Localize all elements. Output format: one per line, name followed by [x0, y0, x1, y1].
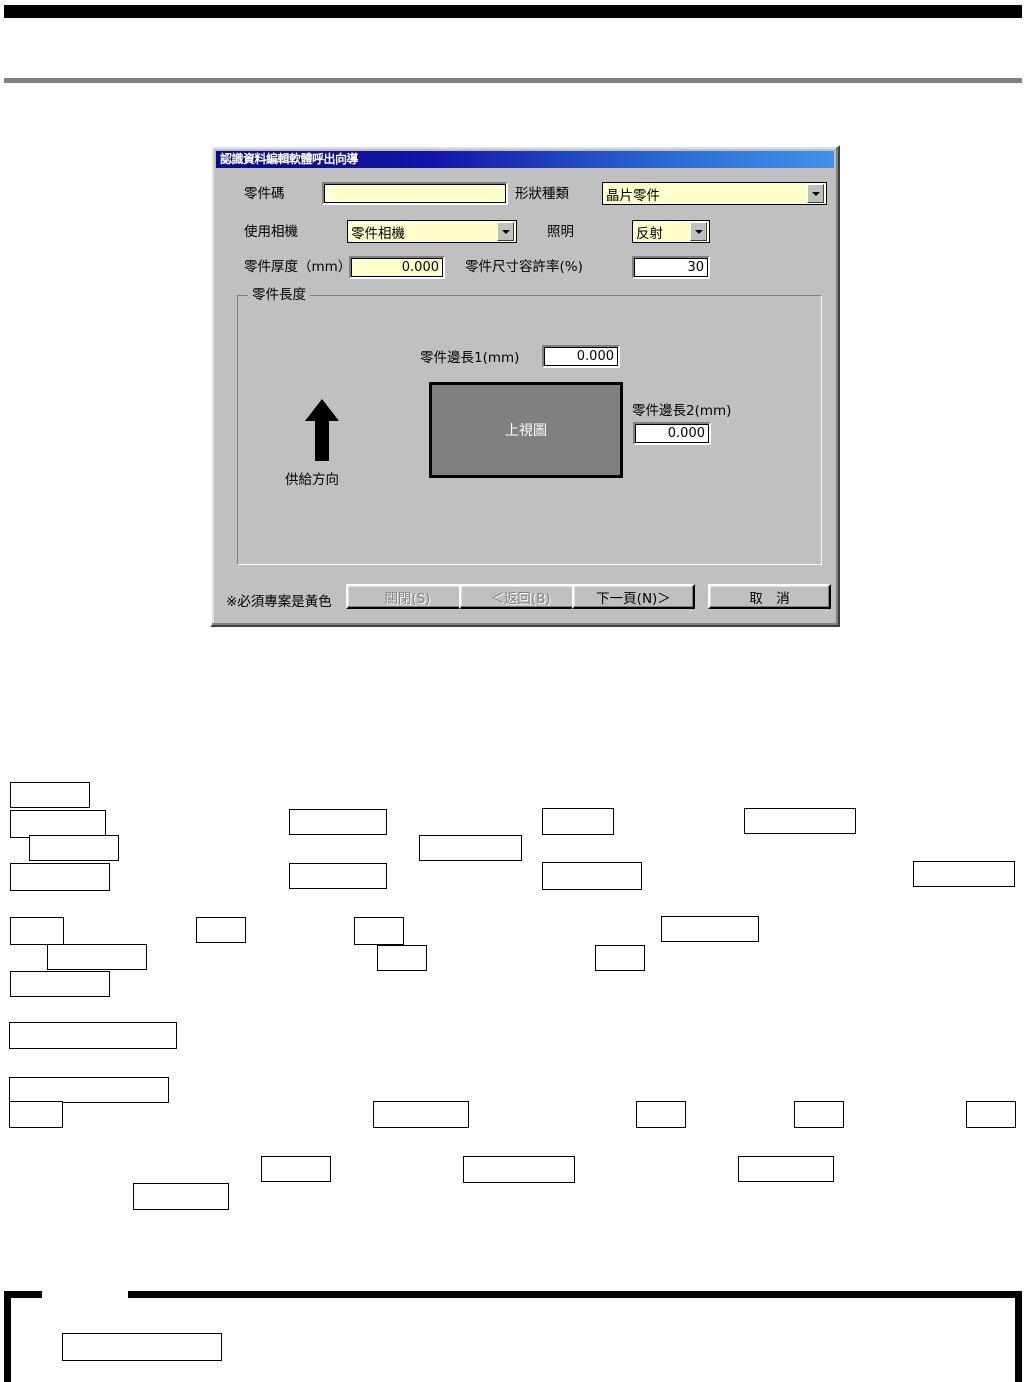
placeholder-box	[463, 1156, 575, 1183]
placeholder-box	[29, 835, 119, 861]
placeholder-box	[10, 917, 64, 945]
placeholder-box	[661, 916, 759, 942]
illumination-value: 反射	[636, 225, 663, 242]
footer-rule-left-segment	[4, 1291, 42, 1298]
placeholder-box	[289, 863, 387, 889]
cancel-button[interactable]: 取 消	[708, 584, 831, 609]
placeholder-box	[289, 809, 387, 835]
side2-value: 0.000	[667, 426, 705, 441]
feed-direction-label: 供給方向	[285, 472, 339, 488]
header-divider-rule	[4, 78, 1022, 83]
side1-label: 零件邊長1(mm)	[420, 350, 520, 366]
placeholder-box	[966, 1101, 1016, 1128]
illumination-combobox[interactable]: 反射	[632, 220, 710, 243]
tolerance-label: 零件尺寸容許率(%)	[465, 259, 583, 275]
placeholder-box	[377, 945, 427, 971]
camera-value: 零件相機	[351, 225, 405, 242]
tolerance-value: 30	[687, 260, 704, 275]
shape-type-combobox[interactable]: 晶片零件	[602, 182, 827, 205]
top-black-bar	[4, 5, 1022, 18]
chevron-down-icon[interactable]	[690, 222, 707, 241]
top-view-caption: 上視圖	[505, 423, 547, 439]
thickness-label: 零件厚度（mm）	[244, 259, 352, 275]
part-code-label: 零件碼	[244, 186, 285, 202]
top-view-preview: 上視圖	[429, 382, 623, 478]
tolerance-input[interactable]: 30	[632, 256, 710, 279]
chevron-down-icon[interactable]	[497, 222, 514, 241]
placeholder-box	[133, 1183, 229, 1210]
dialog-title: 認識資料編輯軟體呼出向導	[220, 152, 359, 166]
side1-value: 0.000	[576, 349, 614, 364]
placeholder-box	[10, 782, 90, 808]
placeholder-box	[744, 808, 856, 834]
camera-combobox[interactable]: 零件相機	[347, 220, 517, 243]
footer-placeholder-box	[62, 1333, 222, 1361]
part-length-groupbox	[237, 295, 822, 565]
footer-frame	[4, 1291, 1022, 1382]
placeholder-box	[595, 945, 645, 971]
placeholder-box	[196, 917, 246, 943]
thickness-input[interactable]: 0.000	[349, 256, 445, 279]
shape-type-value: 晶片零件	[606, 187, 660, 204]
part-data-wizard-dialog: 認識資料編輯軟體呼出向導 零件碼 形狀種類 晶片零件 使用相機 零件相機 照明 …	[210, 145, 840, 627]
placeholder-box	[9, 1022, 177, 1049]
placeholder-box	[738, 1156, 834, 1182]
close-button[interactable]: 關閉(S)	[346, 584, 469, 609]
placeholder-box	[373, 1101, 469, 1128]
placeholder-box	[542, 808, 614, 835]
placeholder-box	[9, 1101, 63, 1128]
placeholder-box	[47, 944, 147, 970]
back-button[interactable]: ＜返回(B)	[459, 584, 582, 609]
footer-rule-right-segment	[128, 1291, 1022, 1298]
chevron-down-icon[interactable]	[807, 184, 824, 203]
placeholder-box	[10, 863, 110, 891]
next-button[interactable]: 下一頁(N)＞	[572, 584, 695, 609]
illumination-label: 照明	[547, 224, 574, 240]
dialog-titlebar[interactable]: 認識資料編輯軟體呼出向導	[216, 151, 834, 168]
part-length-groupbox-title: 零件長度	[248, 288, 310, 302]
side1-input[interactable]: 0.000	[542, 345, 620, 368]
shape-type-label: 形狀種類	[515, 186, 569, 202]
placeholder-box	[913, 861, 1015, 887]
placeholder-box	[10, 971, 110, 997]
placeholder-box	[9, 1077, 169, 1103]
thickness-value: 0.000	[401, 260, 439, 275]
placeholder-box	[261, 1156, 331, 1182]
placeholder-box	[10, 810, 106, 838]
placeholder-box	[419, 835, 522, 861]
placeholder-box	[354, 917, 404, 945]
camera-label: 使用相機	[244, 224, 298, 240]
side2-label: 零件邊長2(mm)	[632, 403, 732, 419]
placeholder-box	[794, 1101, 844, 1128]
feed-direction-arrow-icon	[305, 399, 339, 461]
required-field-note: ※必須專案是黃色	[226, 594, 332, 610]
placeholder-box	[636, 1101, 686, 1128]
placeholder-box	[542, 862, 642, 890]
part-code-input[interactable]	[322, 182, 508, 205]
side2-input[interactable]: 0.000	[633, 422, 711, 445]
